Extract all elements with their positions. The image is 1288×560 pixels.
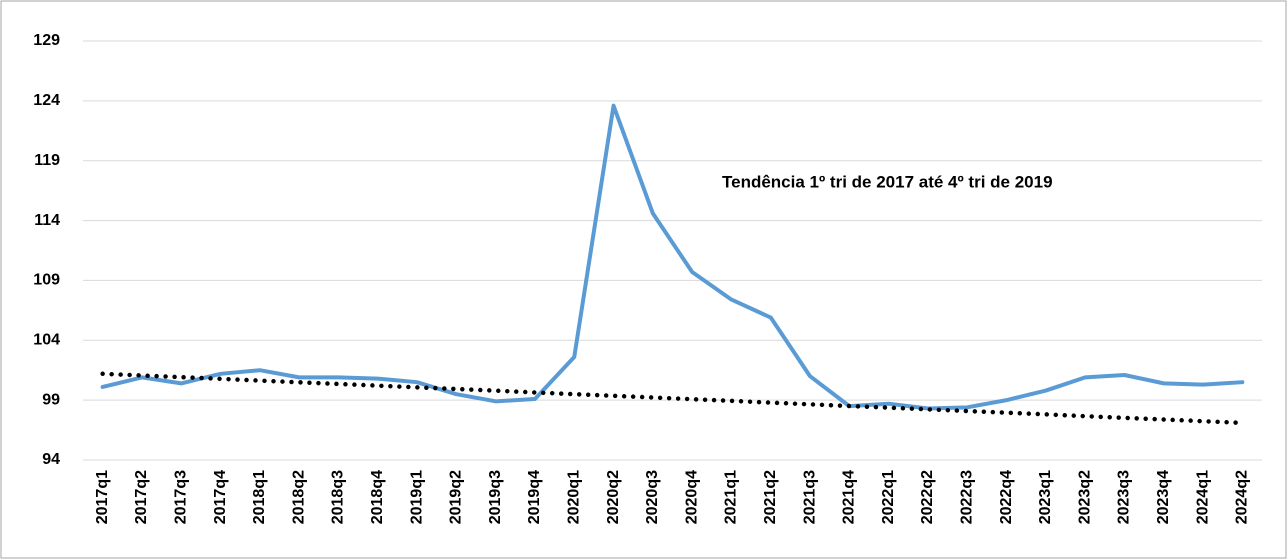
x-tick-label: 2023q4 xyxy=(1155,470,1172,524)
x-tick-label: 2019q1 xyxy=(408,470,425,524)
x-tick-label: 2024q1 xyxy=(1194,470,1211,524)
x-tick-label: 2017q1 xyxy=(94,470,111,524)
x-tick-label: 2022q1 xyxy=(880,470,897,524)
x-tick-label: 2018q2 xyxy=(290,470,307,524)
x-tick-label: 2021q2 xyxy=(762,470,779,524)
x-tick-label: 2018q4 xyxy=(369,470,386,524)
y-tick-label: 124 xyxy=(33,92,60,109)
x-tick-label: 2019q3 xyxy=(487,470,504,524)
x-tick-label: 2022q3 xyxy=(958,470,975,524)
x-tick-label: 2023q1 xyxy=(1037,470,1054,524)
x-tick-label: 2017q3 xyxy=(172,470,189,524)
x-tick-label: 2020q2 xyxy=(605,470,622,524)
y-tick-label: 119 xyxy=(34,152,60,169)
y-tick-label: 94 xyxy=(42,451,60,468)
x-tick-label: 2023q2 xyxy=(1076,470,1093,524)
x-tick-label: 2018q3 xyxy=(330,470,347,524)
x-tick-label: 2018q1 xyxy=(251,470,268,524)
x-tick-label: 2022q2 xyxy=(919,470,936,524)
x-tick-label: 2021q4 xyxy=(841,470,858,524)
x-tick-label: 2017q4 xyxy=(212,470,229,524)
y-tick-label: 129 xyxy=(33,32,60,49)
trend-line xyxy=(100,371,1245,426)
x-tick-label: 2017q2 xyxy=(133,470,150,524)
x-tick-label: 2021q1 xyxy=(723,470,740,524)
x-tick-label: 2019q2 xyxy=(448,470,465,524)
x-tick-label: 2023q3 xyxy=(1116,470,1133,524)
y-tick-label: 114 xyxy=(34,212,60,229)
data-line xyxy=(100,103,1245,411)
x-tick-label: 2019q4 xyxy=(526,470,543,524)
x-tick-label: 2022q4 xyxy=(998,470,1015,524)
y-tick-label: 104 xyxy=(33,332,60,349)
x-tick-label: 2020q4 xyxy=(683,470,700,524)
y-tick-label: 109 xyxy=(33,272,60,289)
x-tick-label: 2021q3 xyxy=(801,470,818,524)
x-tick-label: 2020q1 xyxy=(565,470,582,524)
annotation: Tendência 1º tri de 2017 até 4º tri de 2… xyxy=(722,172,1053,191)
x-tick-label: 2020q3 xyxy=(644,470,661,524)
x-tick-label: 2024q2 xyxy=(1234,470,1251,524)
y-tick-label: 99 xyxy=(42,391,60,408)
